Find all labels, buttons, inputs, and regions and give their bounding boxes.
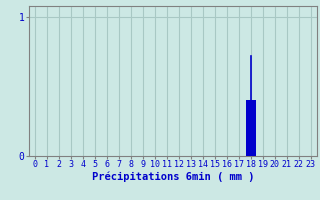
- Bar: [246, 100, 256, 156]
- X-axis label: Précipitations 6min ( mm ): Précipitations 6min ( mm ): [92, 172, 254, 182]
